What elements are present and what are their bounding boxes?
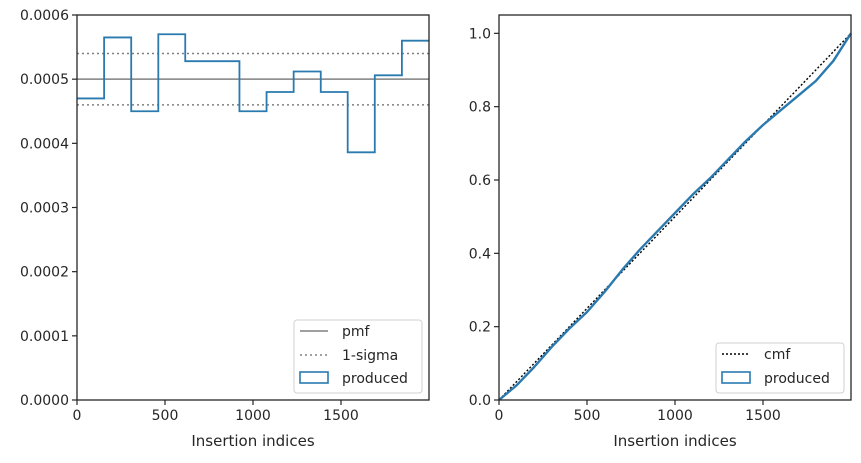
y-tick-label: 0.0006 xyxy=(20,8,69,24)
y-tick-label: 0.0003 xyxy=(20,201,69,217)
x-axis-label: Insertion indices xyxy=(613,432,736,450)
legend-produced-label: produced xyxy=(342,371,408,387)
x-tick-label: 500 xyxy=(574,408,601,424)
produced-line xyxy=(498,32,853,401)
legend-box xyxy=(715,342,845,394)
x-tick-label: 500 xyxy=(152,408,179,424)
axes-frame xyxy=(498,14,852,401)
y-tick-label: 0.0001 xyxy=(20,329,69,345)
x-tick-label: 0 xyxy=(73,408,82,424)
cmf-line xyxy=(498,32,852,401)
legend-cmf-label: cmf xyxy=(764,347,791,363)
y-tick-label: 0.4 xyxy=(469,246,491,262)
legend-sigma-label: 1-sigma xyxy=(342,348,398,364)
y-tick-label: 0.6 xyxy=(469,173,491,189)
y-tick-label: 0.0002 xyxy=(20,265,69,281)
y-tick-label: 0.0005 xyxy=(20,72,69,88)
y-tick-label: 0.0 xyxy=(469,393,491,409)
y-tick-label: 0.2 xyxy=(469,320,491,336)
legend-box xyxy=(293,319,423,394)
x-tick-label: 1000 xyxy=(657,408,693,424)
y-tick-label: 1.0 xyxy=(469,26,491,42)
x-tick-label: 1500 xyxy=(323,408,359,424)
y-tick-label: 0.0000 xyxy=(20,393,69,409)
x-tick-label: 1500 xyxy=(745,408,781,424)
x-tick-label: 1000 xyxy=(235,408,271,424)
right-cmf-panel: 0 500 1000 1500 0.0 0.2 0.4 0.6 0.8 1.0 Insertion … xyxy=(469,14,853,450)
y-tick-label: 0.0004 xyxy=(20,136,69,152)
legend: pmf 1-sigma produced xyxy=(293,319,423,394)
legend-pmf-label: pmf xyxy=(342,324,371,340)
left-histogram-panel: 0 500 1000 1500 0.0000 0.0001 0.0002 0.0003 0.00… xyxy=(20,8,430,450)
x-axis-label: Insertion indices xyxy=(191,432,314,450)
produced-histogram xyxy=(77,33,429,154)
y-tick-label: 0.8 xyxy=(469,100,491,116)
legend-produced-swatch xyxy=(721,371,751,384)
x-tick-label: 0 xyxy=(495,408,504,424)
legend: cmf produced xyxy=(715,342,845,394)
legend-produced-swatch xyxy=(299,371,329,384)
legend-produced-label: produced xyxy=(764,371,830,387)
